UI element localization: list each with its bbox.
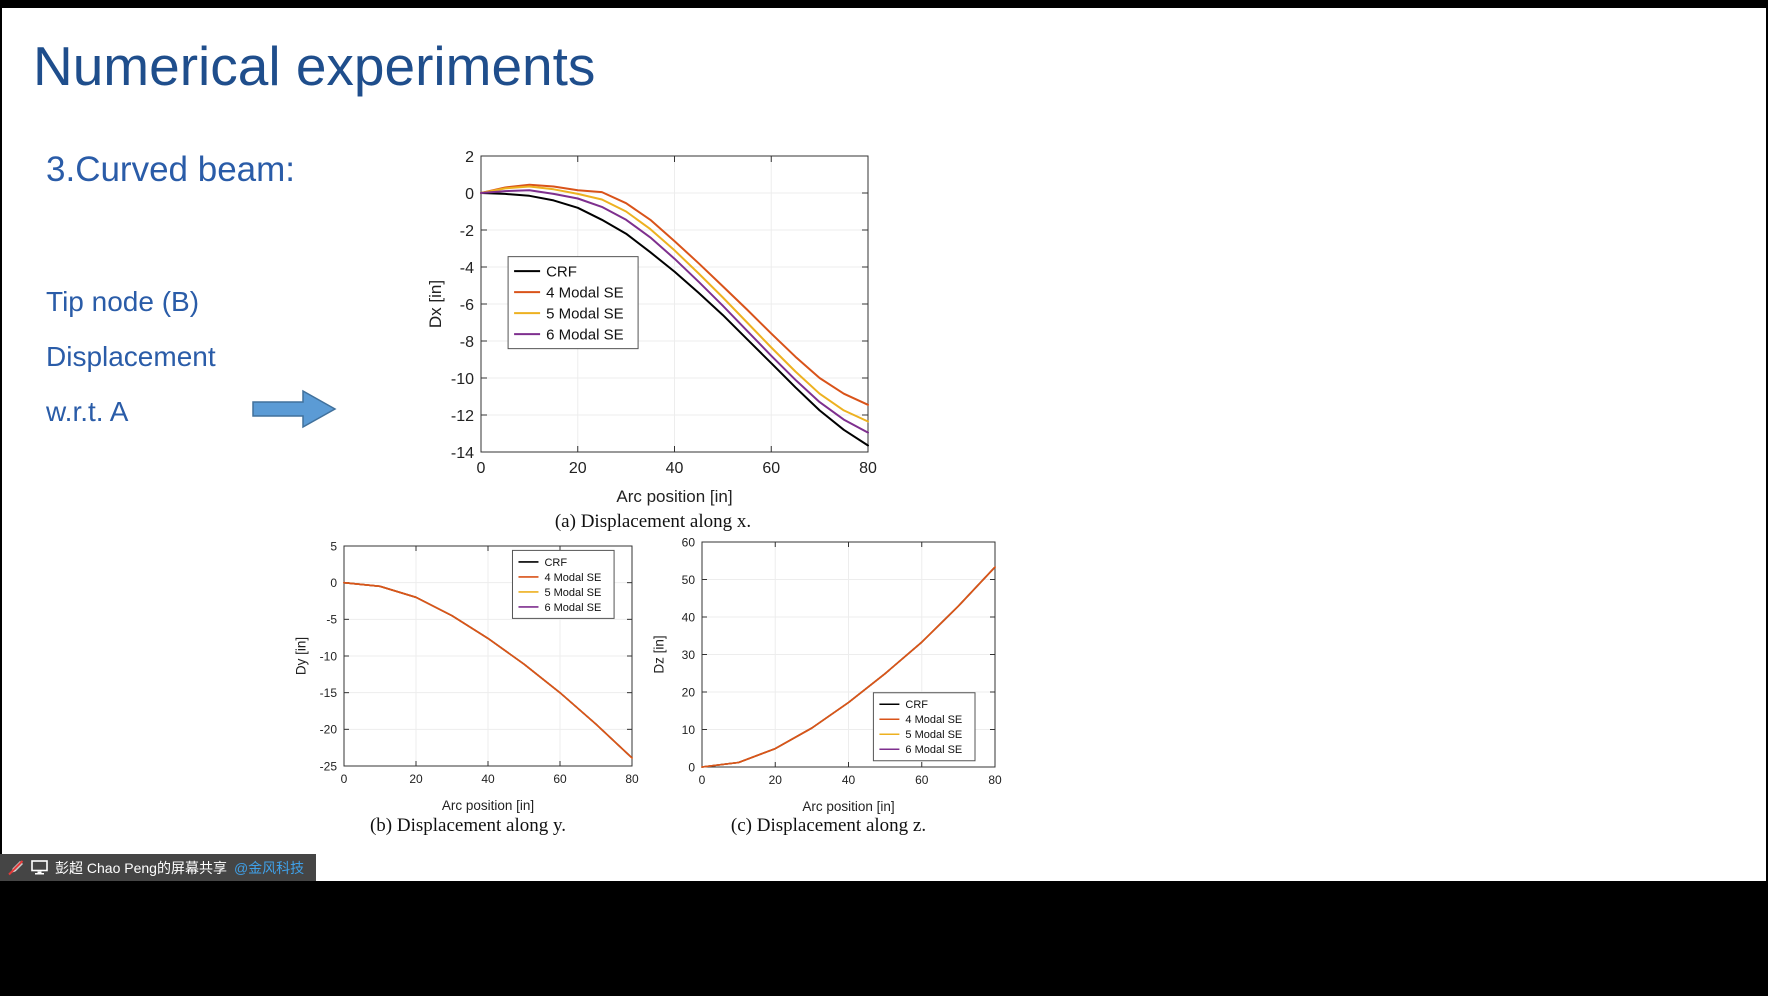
svg-text:Dz [in]: Dz [in]	[652, 635, 667, 673]
svg-text:-14: -14	[451, 445, 474, 462]
svg-text:-8: -8	[460, 334, 474, 351]
svg-text:6 Modal SE: 6 Modal SE	[544, 602, 601, 614]
svg-text:-20: -20	[320, 723, 338, 737]
svg-text:-4: -4	[460, 260, 474, 277]
svg-text:10: 10	[682, 723, 696, 737]
svg-text:6 Modal SE: 6 Modal SE	[905, 744, 962, 756]
svg-text:60: 60	[682, 535, 696, 549]
right-arrow-icon	[252, 389, 337, 429]
svg-text:CRF: CRF	[546, 264, 577, 281]
svg-text:50: 50	[682, 573, 696, 587]
svg-text:80: 80	[988, 773, 1002, 787]
svg-text:40: 40	[842, 773, 856, 787]
caption-a: (a) Displacement along x.	[554, 511, 752, 532]
note-line-1: Tip node (B)	[46, 286, 200, 317]
svg-text:CRF: CRF	[544, 557, 567, 569]
chart-displacement-x: 0 20 40 60 80 2 0 -2 -4 -6 -8 -10 -12 -14 Arc position…	[426, 146, 880, 515]
share-bar-text: 彭超 Chao Peng的屏幕共享	[55, 859, 227, 876]
svg-text:20: 20	[769, 773, 783, 787]
svg-text:4 Modal SE: 4 Modal SE	[544, 572, 601, 584]
share-company-link[interactable]: @金风科技	[233, 859, 305, 876]
svg-text:Arc position [in]: Arc position [in]	[802, 799, 894, 814]
svg-text:5 Modal SE: 5 Modal SE	[544, 587, 601, 599]
svg-text:20: 20	[682, 685, 696, 699]
note-line-3: w.r.t. A	[46, 396, 129, 427]
svg-text:4 Modal SE: 4 Modal SE	[905, 714, 962, 726]
chart-displacement-y: 0 20 40 60 80 5 0 -5 -10 -15 -20 -25 Arc position [i…	[294, 538, 642, 823]
chart-svg-dy: 0 20 40 60 80 5 0 -5 -10 -15 -20 -25 Arc position [i…	[294, 539, 639, 813]
svg-text:5 Modal SE: 5 Modal SE	[546, 306, 624, 323]
svg-text:0: 0	[465, 186, 474, 203]
svg-text:5: 5	[330, 539, 337, 553]
slide-title: Numerical experiments	[33, 35, 596, 97]
svg-text:60: 60	[553, 772, 567, 786]
svg-text:40: 40	[666, 460, 684, 477]
svg-text:4 Modal SE: 4 Modal SE	[546, 285, 624, 302]
svg-text:20: 20	[409, 772, 423, 786]
svg-text:-12: -12	[451, 408, 474, 425]
svg-text:60: 60	[762, 460, 780, 477]
svg-text:-6: -6	[460, 297, 474, 314]
svg-text:CRF: CRF	[905, 699, 928, 711]
svg-text:-2: -2	[460, 223, 474, 240]
svg-text:80: 80	[859, 460, 877, 477]
svg-text:60: 60	[915, 773, 929, 787]
svg-text:20: 20	[569, 460, 587, 477]
svg-text:40: 40	[682, 610, 696, 624]
svg-text:-10: -10	[451, 371, 474, 388]
annotation-pencil-disabled-icon[interactable]	[8, 859, 24, 876]
svg-text:0: 0	[477, 460, 486, 477]
screen-share-bar[interactable]: 彭超 Chao Peng的屏幕共享 @金风科技	[0, 854, 317, 881]
svg-text:0: 0	[699, 773, 706, 787]
svg-text:40: 40	[481, 772, 495, 786]
right-arrow-shape	[252, 389, 337, 429]
svg-text:-25: -25	[320, 759, 338, 773]
caption-b: (b) Displacement along y.	[369, 815, 567, 836]
svg-text:80: 80	[625, 772, 639, 786]
svg-text:0: 0	[330, 576, 337, 590]
svg-text:Arc position [in]: Arc position [in]	[442, 798, 534, 813]
svg-text:30: 30	[682, 648, 696, 662]
caption-c: (c) Displacement along z.	[730, 815, 927, 836]
svg-text:0: 0	[341, 772, 348, 786]
monitor-icon	[31, 860, 48, 875]
svg-text:-5: -5	[326, 613, 337, 627]
note-line-2: Displacement	[46, 341, 216, 372]
chart-svg-dz: 0 20 40 60 80 0 10 20 30 40 50 60 Arc position [in] D…	[652, 535, 1002, 814]
svg-text:Dx [in]: Dx [in]	[426, 280, 445, 328]
svg-text:0: 0	[688, 760, 695, 774]
chart-displacement-z: 0 20 40 60 80 0 10 20 30 40 50 60 Arc position [in] D…	[652, 534, 1005, 824]
svg-text:2: 2	[465, 149, 474, 166]
section-heading: 3.Curved beam:	[46, 150, 296, 189]
svg-text:-15: -15	[320, 686, 338, 700]
svg-text:6 Modal SE: 6 Modal SE	[546, 327, 624, 344]
svg-text:5 Modal SE: 5 Modal SE	[905, 729, 962, 741]
svg-text:Arc position [in]: Arc position [in]	[616, 487, 732, 506]
svg-text:Dy [in]: Dy [in]	[294, 637, 309, 675]
svg-text:-10: -10	[320, 649, 338, 663]
